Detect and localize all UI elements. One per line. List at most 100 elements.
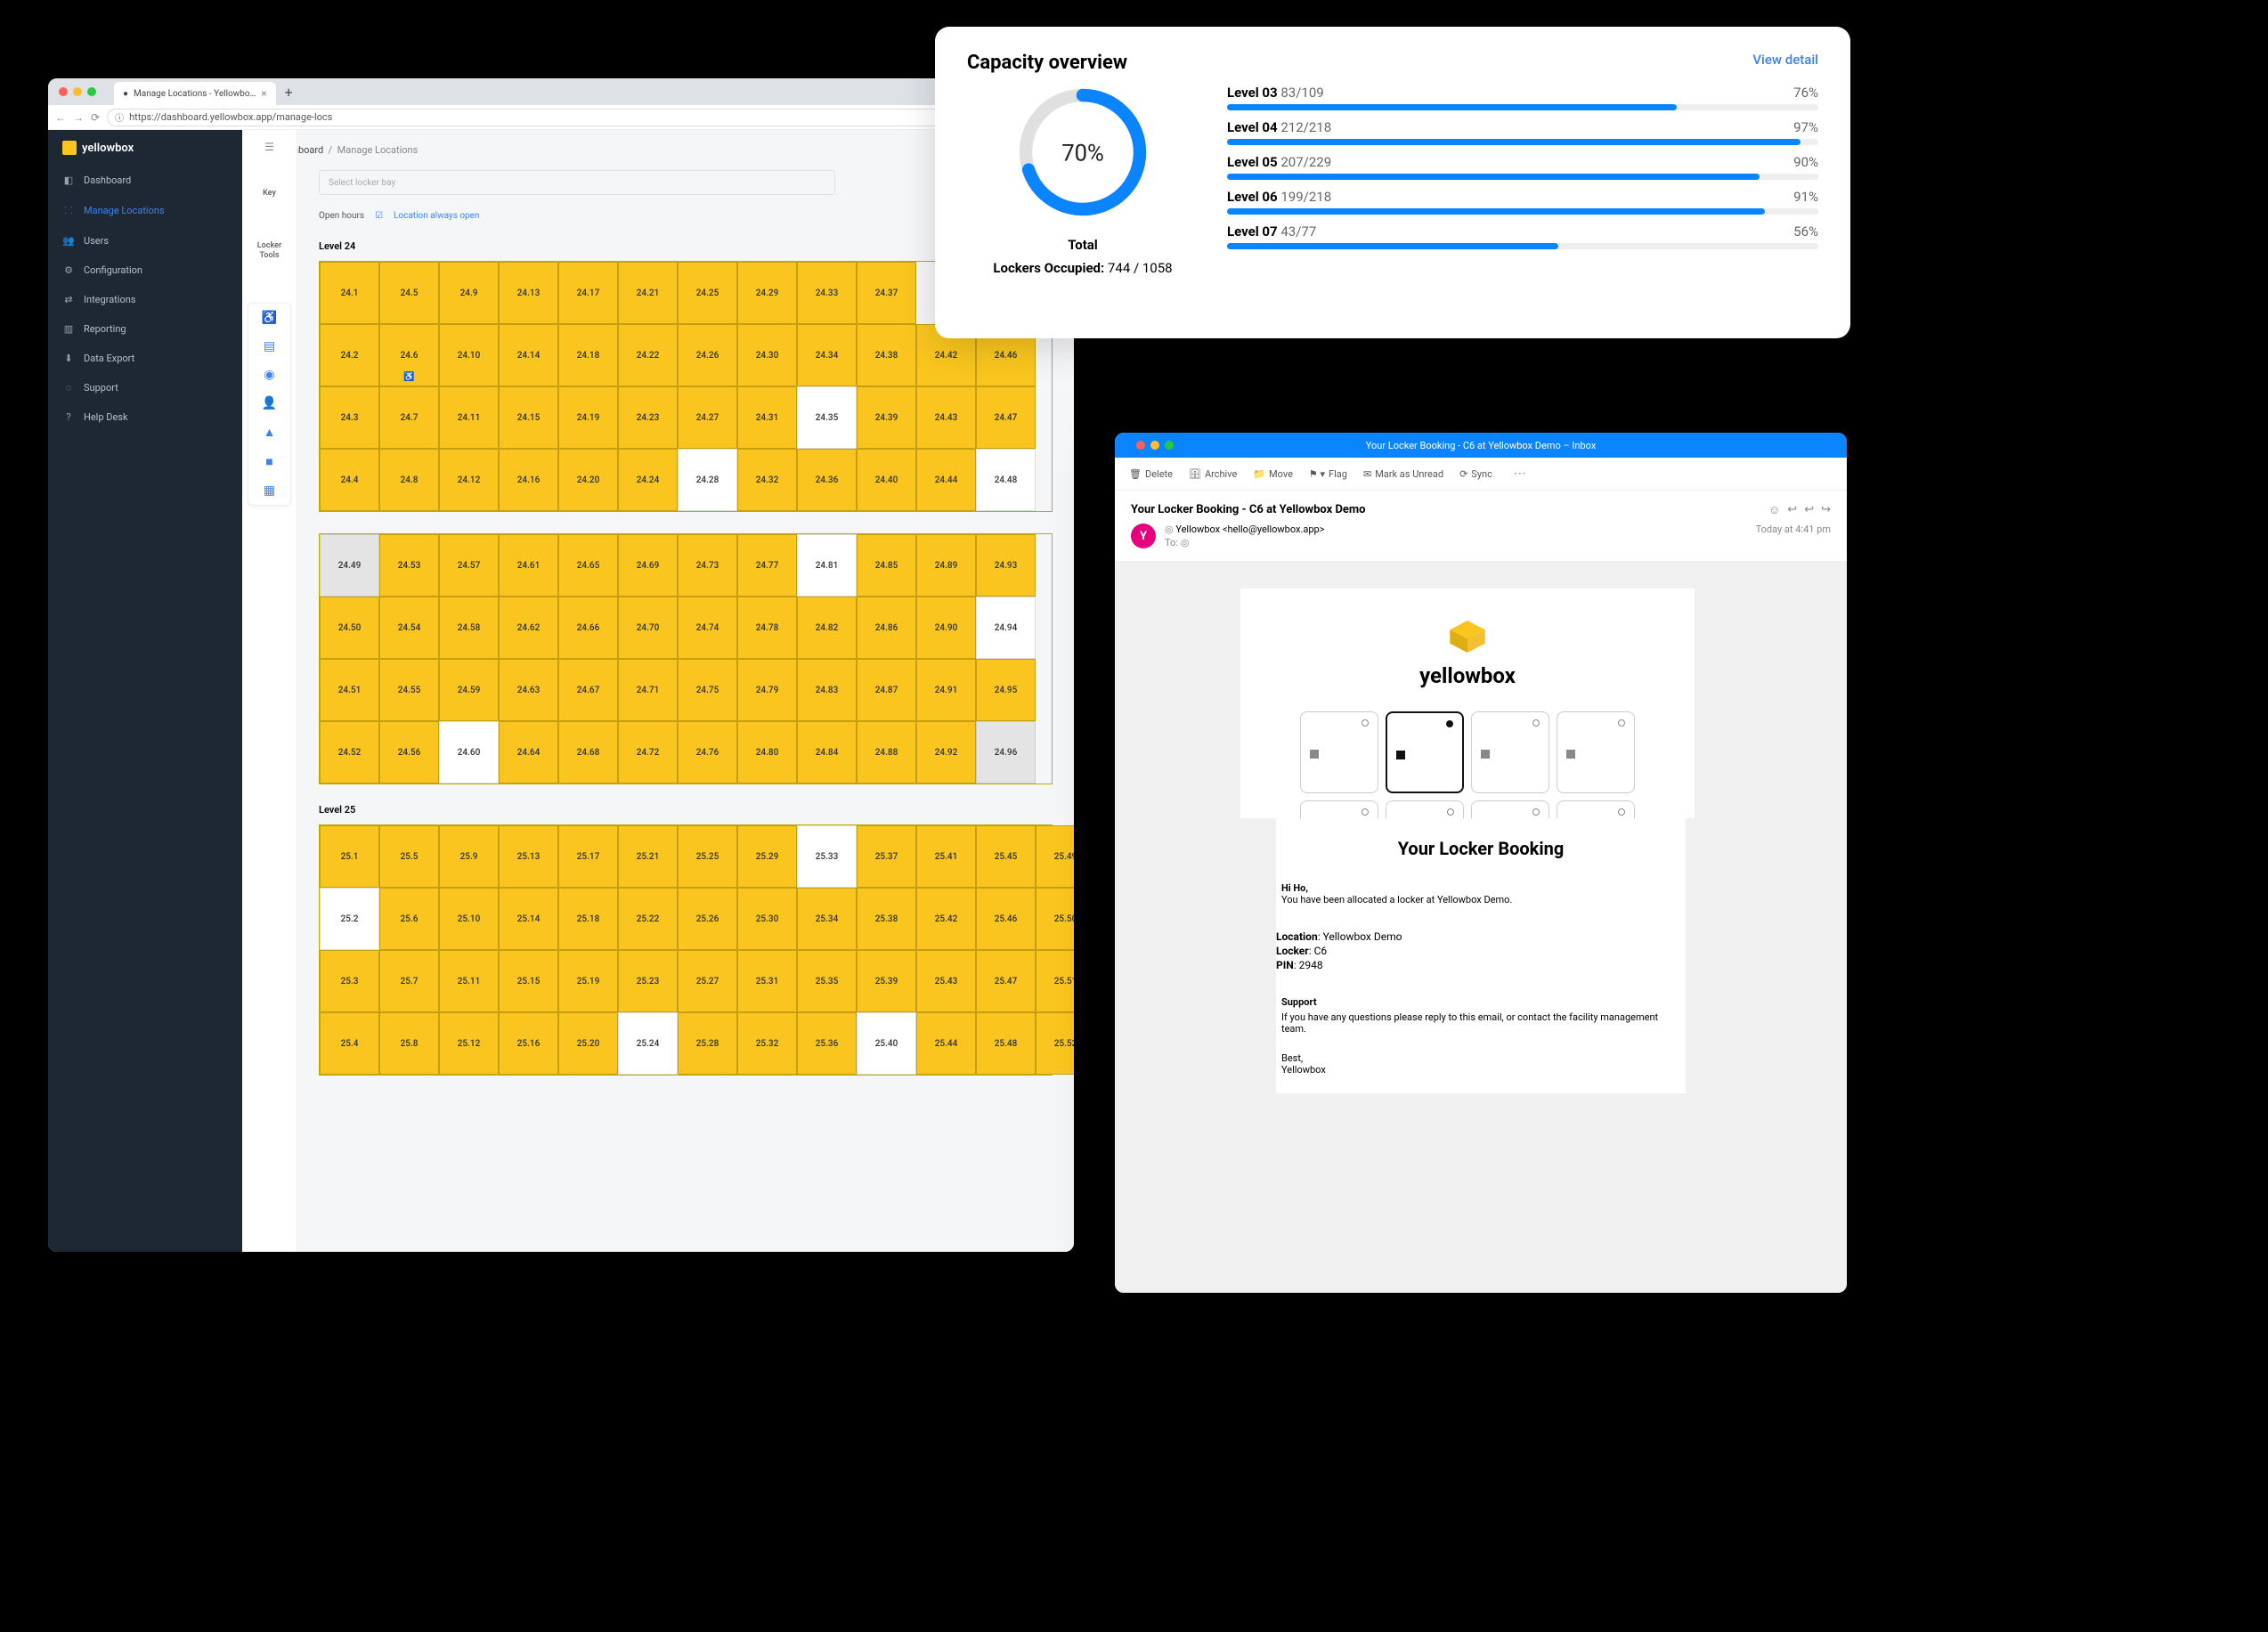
locker-cell[interactable]: 25.6 <box>379 888 439 950</box>
sidebar-item-reporting[interactable]: ▥Reporting <box>48 314 242 344</box>
window-min-icon[interactable] <box>73 87 82 96</box>
locker-cell[interactable]: 25.52 <box>1036 1012 1074 1075</box>
locker-cell[interactable]: 24.5 <box>379 262 439 324</box>
locker-cell[interactable]: 24.70 <box>618 597 678 659</box>
locker-cell[interactable]: 24.1 <box>320 262 379 324</box>
locker-cell[interactable]: 25.34 <box>797 888 857 950</box>
locker-cell[interactable]: 24.28 <box>678 449 737 511</box>
locker-cell[interactable]: 25.29 <box>737 825 797 888</box>
locker-cell[interactable]: 24.33 <box>797 262 857 324</box>
locker-cell[interactable]: 25.8 <box>379 1012 439 1075</box>
locker-cell[interactable]: 24.32 <box>737 449 797 511</box>
locker-cell[interactable]: 24.58 <box>439 597 499 659</box>
locker-cell[interactable]: 25.9 <box>439 825 499 888</box>
locker-cell[interactable]: 25.15 <box>499 950 558 1012</box>
locker-cell[interactable]: 24.52 <box>320 721 379 784</box>
locker-cell[interactable]: 24.90 <box>916 597 976 659</box>
mail-tb-delete[interactable]: 🗑 Delete <box>1129 468 1173 480</box>
locker-cell[interactable]: 24.67 <box>558 659 618 721</box>
locker-cell[interactable]: 24.27 <box>678 386 737 449</box>
locker-cell[interactable]: 25.30 <box>737 888 797 950</box>
locker-cell[interactable]: 24.51 <box>320 659 379 721</box>
locker-cell[interactable]: 25.17 <box>558 825 618 888</box>
locker-cell[interactable]: 24.16 <box>499 449 558 511</box>
nav-back-icon[interactable]: ← <box>55 111 66 124</box>
locker-cell[interactable]: 24.81 <box>797 534 857 597</box>
locker-cell[interactable]: 25.46 <box>976 888 1036 950</box>
locker-cell[interactable]: 24.19 <box>558 386 618 449</box>
locker-cell[interactable]: 24.30 <box>737 324 797 386</box>
locker-cell[interactable]: 24.49 <box>320 534 379 597</box>
locker-cell[interactable]: 24.78 <box>737 597 797 659</box>
nav-fwd-icon[interactable]: → <box>73 111 84 124</box>
sidebar-item-manage-locations[interactable]: ⸬Manage Locations <box>48 195 242 226</box>
locker-cell[interactable]: 25.42 <box>916 888 976 950</box>
locker-cell[interactable]: 24.13 <box>499 262 558 324</box>
locker-cell[interactable]: 24.15 <box>499 386 558 449</box>
tent-icon[interactable]: ▲ <box>264 425 276 440</box>
locker-cell[interactable]: 25.45 <box>976 825 1036 888</box>
locker-cell[interactable]: 24.43 <box>916 386 976 449</box>
locker-cell[interactable]: 24.61 <box>499 534 558 597</box>
locker-cell[interactable]: 24.29 <box>737 262 797 324</box>
locker-cell[interactable]: 25.50 <box>1036 888 1074 950</box>
locker-cell[interactable]: 25.13 <box>499 825 558 888</box>
locker-cell[interactable]: 24.71 <box>618 659 678 721</box>
sidebar-item-data-export[interactable]: ⬇Data Export <box>48 344 242 373</box>
locker-cell[interactable]: 25.11 <box>439 950 499 1012</box>
locker-cell[interactable]: 24.7 <box>379 386 439 449</box>
locker-cell[interactable]: 24.48 <box>976 449 1036 511</box>
locker-cell[interactable]: 24.25 <box>678 262 737 324</box>
locker-cell[interactable]: 25.36 <box>797 1012 857 1075</box>
locker-cell[interactable]: 25.24 <box>618 1012 678 1075</box>
locker-cell[interactable]: 25.38 <box>857 888 916 950</box>
locker-cell[interactable]: 24.63 <box>499 659 558 721</box>
locker-cell[interactable]: 24.44 <box>916 449 976 511</box>
locker-cell[interactable]: 25.7 <box>379 950 439 1012</box>
locker-cell[interactable]: 25.43 <box>916 950 976 1012</box>
locker-cell[interactable]: 25.35 <box>797 950 857 1012</box>
locker-cell[interactable]: 24.95 <box>976 659 1036 721</box>
locker-cell[interactable]: 24.75 <box>678 659 737 721</box>
locker-cell[interactable]: 24.26 <box>678 324 737 386</box>
locker-cell[interactable]: 25.4 <box>320 1012 379 1075</box>
crumb-a[interactable]: Dashboard <box>297 144 323 156</box>
locker-cell[interactable]: 24.22 <box>618 324 678 386</box>
list-icon[interactable]: ▤ <box>264 339 275 353</box>
hamburger-icon[interactable]: ☰ <box>242 141 297 153</box>
browser-tab[interactable]: ● Manage Locations - Yellowbo… × <box>114 82 276 105</box>
locker-cell[interactable]: 24.35 <box>797 386 857 449</box>
select-locker-bay[interactable]: Select locker bay <box>319 170 835 195</box>
locker-cell[interactable]: 24.53 <box>379 534 439 597</box>
reply-all-icon[interactable]: ↩ <box>1804 503 1814 524</box>
locker-cell[interactable]: 24.72 <box>618 721 678 784</box>
locker-cell[interactable]: 25.21 <box>618 825 678 888</box>
locker-cell[interactable]: 25.18 <box>558 888 618 950</box>
locker-cell[interactable]: 25.22 <box>618 888 678 950</box>
locker-cell[interactable]: 25.33 <box>797 825 857 888</box>
locker-cell[interactable]: 24.23 <box>618 386 678 449</box>
locker-cell[interactable]: 25.20 <box>558 1012 618 1075</box>
emoji-icon[interactable]: ☺ <box>1768 503 1780 524</box>
sidebar-item-dashboard[interactable]: ◧Dashboard <box>48 166 242 195</box>
locker-cell[interactable]: 24.84 <box>797 721 857 784</box>
locker-cell[interactable]: 24.12 <box>439 449 499 511</box>
forward-icon[interactable]: ↪ <box>1821 503 1831 524</box>
locker-cell[interactable]: 24.91 <box>916 659 976 721</box>
locker-cell[interactable]: 25.26 <box>678 888 737 950</box>
locker-cell[interactable]: 25.37 <box>857 825 916 888</box>
view-detail-link[interactable]: View detail <box>1752 52 1818 74</box>
locker-cell[interactable]: 24.37 <box>857 262 916 324</box>
locker-cell[interactable]: 25.51 <box>1036 950 1074 1012</box>
locker-cell[interactable]: 24.89 <box>916 534 976 597</box>
locker-cell[interactable]: 25.2 <box>320 888 379 950</box>
locker-cell[interactable]: 24.77 <box>737 534 797 597</box>
locker-cell[interactable]: 25.44 <box>916 1012 976 1075</box>
locker-cell[interactable]: 24.60 <box>439 721 499 784</box>
locker-cell[interactable]: 24.56 <box>379 721 439 784</box>
locker-cell[interactable]: 24.82 <box>797 597 857 659</box>
locker-cell[interactable]: 25.41 <box>916 825 976 888</box>
locker-cell[interactable]: 25.19 <box>558 950 618 1012</box>
locker-cell[interactable]: 24.24 <box>618 449 678 511</box>
new-tab-icon[interactable]: + <box>285 84 293 101</box>
